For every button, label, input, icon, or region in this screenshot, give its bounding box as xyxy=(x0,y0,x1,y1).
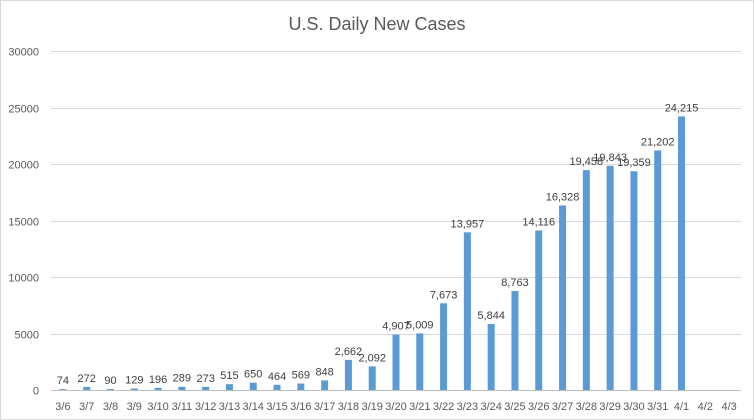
x-tick-label: 3/31 xyxy=(647,401,668,413)
data-label: 196 xyxy=(149,374,167,386)
x-tick-label: 3/15 xyxy=(266,401,287,413)
x-tick-label: 3/11 xyxy=(172,401,193,413)
bar xyxy=(582,170,590,390)
x-tick-label: 3/17 xyxy=(314,401,335,413)
bar xyxy=(630,171,638,390)
x-tick-label: 3/22 xyxy=(433,401,454,413)
x-tick-label: 3/12 xyxy=(195,401,216,413)
x-tick-label: 3/23 xyxy=(457,401,478,413)
data-label: 272 xyxy=(78,373,96,385)
bar xyxy=(249,382,257,390)
bar xyxy=(368,366,376,390)
bar xyxy=(559,205,567,390)
data-label: 19,359 xyxy=(617,157,651,169)
bar xyxy=(321,380,329,390)
x-tick-label: 3/20 xyxy=(385,401,406,413)
bar xyxy=(606,165,614,390)
x-tick-label: 4/1 xyxy=(674,401,689,413)
y-tick-label: 5000 xyxy=(15,330,39,342)
x-tick-label: 3/30 xyxy=(623,401,644,413)
gridlines xyxy=(51,51,741,391)
x-tick-label: 3/7 xyxy=(79,401,94,413)
y-tick-label: 15000 xyxy=(8,217,39,229)
bar xyxy=(463,232,471,390)
bar xyxy=(344,359,352,390)
x-tick-label: 3/21 xyxy=(409,401,430,413)
bar xyxy=(225,384,233,390)
x-tick-label: 3/18 xyxy=(338,401,359,413)
data-label: 14,116 xyxy=(522,216,555,228)
bar xyxy=(202,386,210,390)
bar xyxy=(511,290,519,390)
x-tick-label: 3/14 xyxy=(243,401,264,413)
bar xyxy=(273,384,281,390)
data-label: 5,844 xyxy=(477,310,505,322)
y-tick-label: 10000 xyxy=(8,273,39,285)
bar xyxy=(487,323,495,390)
data-label: 129 xyxy=(125,375,143,387)
data-label: 289 xyxy=(173,373,191,385)
x-tick-label: 3/27 xyxy=(552,401,573,413)
bar xyxy=(297,383,305,390)
data-label: 13,957 xyxy=(451,218,485,230)
data-label: 650 xyxy=(244,369,262,381)
data-label: 19,843 xyxy=(593,152,627,164)
y-tick-label: 20000 xyxy=(8,160,39,172)
x-tick-label: 4/2 xyxy=(698,401,713,413)
x-tick-label: 3/24 xyxy=(480,401,501,413)
bar xyxy=(416,333,424,390)
bar xyxy=(83,386,91,390)
bar xyxy=(154,387,162,390)
x-tick-label: 3/10 xyxy=(147,401,168,413)
x-tick-label: 3/28 xyxy=(576,401,597,413)
x-tick-label: 4/3 xyxy=(721,401,736,413)
x-tick-label: 3/16 xyxy=(290,401,311,413)
data-label: 2,662 xyxy=(335,346,363,358)
data-label: 848 xyxy=(315,366,333,378)
data-label: 2,092 xyxy=(358,352,386,364)
bar xyxy=(535,230,543,390)
x-tick-label: 3/29 xyxy=(599,401,620,413)
x-tick-label: 3/19 xyxy=(361,401,382,413)
data-label: 273 xyxy=(196,373,214,385)
x-tick-label: 3/8 xyxy=(103,401,118,413)
bar xyxy=(178,386,186,390)
data-label: 8,763 xyxy=(501,277,529,289)
data-labels: 74 272 90 129 196 289 273 515 650 464 569 8482,6622… xyxy=(57,102,699,387)
x-tick-label: 3/6 xyxy=(55,401,70,413)
y-tick-label: 0 xyxy=(33,386,39,398)
y-tick-label: 30000 xyxy=(8,47,39,59)
data-label: 90 xyxy=(104,375,116,387)
data-label: 21,202 xyxy=(641,136,675,148)
data-label: 16,328 xyxy=(546,191,580,203)
bar xyxy=(130,388,138,390)
data-label: 464 xyxy=(268,371,286,383)
x-tick-label: 3/25 xyxy=(504,401,525,413)
y-tick-label: 25000 xyxy=(8,104,39,116)
chart-title: U.S. Daily New Cases xyxy=(288,14,465,34)
data-label: 5,009 xyxy=(406,319,434,331)
y-axis-ticks: 0 5000 10000 15000 20000 25000 30000 xyxy=(8,47,39,398)
x-axis-ticks: 3/6 3/7 3/8 3/9 3/10 3/11 3/12 3/13 3/14 3/15 3/16… xyxy=(55,401,737,413)
data-label: 74 xyxy=(57,375,69,387)
bar xyxy=(654,150,662,390)
bar xyxy=(440,303,448,390)
x-tick-label: 3/13 xyxy=(219,401,240,413)
data-label: 7,673 xyxy=(430,289,458,301)
data-label: 19,458 xyxy=(570,156,604,168)
data-label: 569 xyxy=(292,370,310,382)
x-tick-label: 3/9 xyxy=(127,401,142,413)
data-label: 515 xyxy=(220,370,238,382)
bar xyxy=(106,388,114,390)
data-label: 4,907 xyxy=(382,321,410,333)
bar xyxy=(678,116,686,391)
x-tick-label: 3/26 xyxy=(528,401,549,413)
bars xyxy=(59,116,686,391)
bar xyxy=(392,334,400,390)
bar xyxy=(59,389,67,390)
data-label: 24,215 xyxy=(665,102,699,114)
